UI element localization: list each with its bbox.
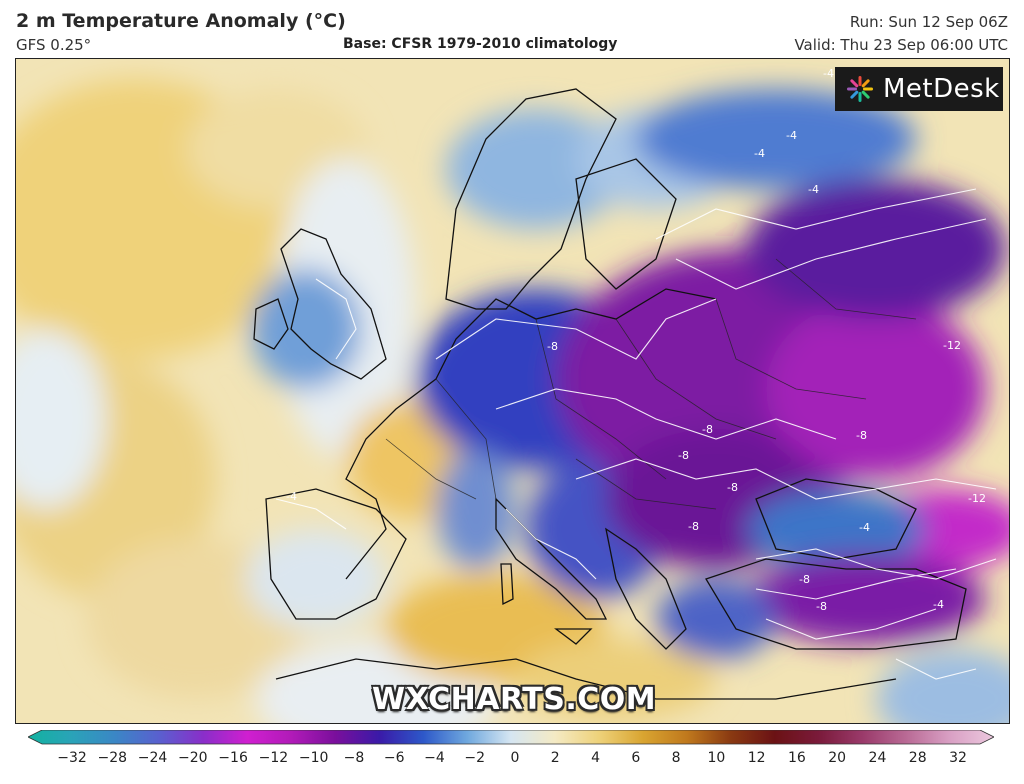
brand-name: MetDesk <box>883 74 1000 104</box>
contour-label: -8 <box>702 423 713 436</box>
contour-label: -4 <box>808 183 819 196</box>
contour-label: -4 <box>754 147 765 160</box>
contour-label: -4 <box>823 67 834 80</box>
color-scale-tick-label: −6 <box>383 750 405 766</box>
map-canvas: -4 -4 -4 -8 -8 -8 -8 -8 -12 -8 -12 -4 -4… <box>16 59 1009 723</box>
contour-labels: -4 -4 -4 -8 -8 -8 -8 -8 -12 -8 -12 -4 -4… <box>286 67 986 613</box>
color-scale-tick-label: −4 <box>424 750 445 766</box>
color-scale-tick-label: 10 <box>707 750 726 766</box>
anomaly-map[interactable]: -4 -4 -4 -8 -8 -8 -8 -8 -12 -8 -12 -4 -4… <box>15 58 1010 724</box>
metdesk-flower-icon <box>847 76 873 102</box>
color-scale-tick-label: −8 <box>343 750 365 766</box>
color-scale-tick-label: −10 <box>298 750 329 766</box>
chart-title: 2 m Temperature Anomaly (°C) <box>16 10 346 32</box>
contour-label: -4 <box>786 129 797 142</box>
isolines <box>275 188 997 680</box>
anomaly-field <box>16 79 1009 723</box>
contour-label: -8 <box>547 340 558 353</box>
color-scale: −32 −28 −24 −20 −16 −12 −10 −8 −6 −4 −2 0 2 4 6 8 10 12 16… <box>27 729 995 780</box>
valid-time-label: Valid: Thu 23 Sep 06:00 UTC <box>794 36 1008 54</box>
base-climatology-label: Base: CFSR 1979-2010 climatology <box>343 36 618 52</box>
model-label: GFS 0.25° <box>16 36 92 54</box>
color-scale-tick-label: −20 <box>178 750 208 766</box>
color-scale-bar <box>27 729 995 745</box>
contour-label: -4 <box>933 598 944 611</box>
contour-label: -8 <box>856 429 867 442</box>
contour-label: -8 <box>678 449 689 462</box>
contour-label: -8 <box>727 481 738 494</box>
contour-label: -12 <box>968 492 986 505</box>
contour-label: -8 <box>688 520 699 533</box>
color-scale-tick-label: −32 <box>57 750 87 766</box>
color-scale-tick-label: 28 <box>908 750 927 766</box>
color-scale-tick-label: 24 <box>868 750 887 766</box>
color-scale-tick-label: 8 <box>671 750 681 766</box>
watermark: WXCHARTS.COM <box>372 682 657 717</box>
color-scale-tick-label: 0 <box>510 750 520 766</box>
color-scale-tick-label: 12 <box>747 750 766 766</box>
color-scale-tick-label: −2 <box>464 750 486 766</box>
color-scale-tick-label: −24 <box>137 750 168 766</box>
color-scale-tick-label: 32 <box>949 750 967 766</box>
contour-label: -8 <box>799 573 810 586</box>
color-scale-tick-label: −12 <box>258 750 289 766</box>
contour-label: -4 <box>859 521 870 534</box>
color-scale-tick-label: 16 <box>787 750 806 766</box>
color-scale-tick-label: −28 <box>97 750 128 766</box>
run-time-label: Run: Sun 12 Sep 06Z <box>849 13 1008 31</box>
contour-label: -12 <box>943 339 961 352</box>
metdesk-logo: MetDesk <box>835 67 1003 111</box>
color-scale-tick-label: 2 <box>550 750 560 766</box>
color-scale-tick-label: 20 <box>828 750 847 766</box>
color-scale-tick-label: 4 <box>591 750 600 766</box>
color-scale-tick-label: −16 <box>218 750 248 766</box>
color-scale-tick-label: 6 <box>631 750 641 766</box>
contour-label: -4 <box>286 490 297 503</box>
contour-label: -8 <box>816 600 827 613</box>
